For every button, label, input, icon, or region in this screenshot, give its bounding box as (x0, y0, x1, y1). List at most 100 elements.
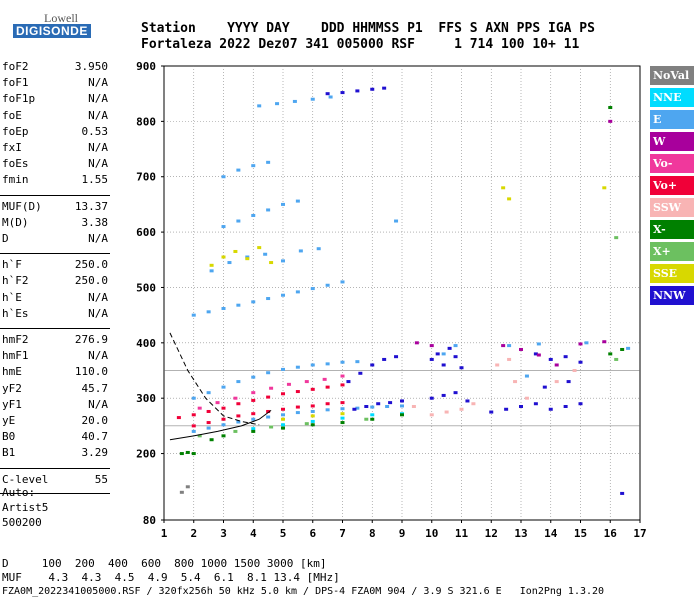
param-separator (0, 328, 110, 329)
param-value: 13.37 (74, 199, 108, 213)
data-point (191, 396, 196, 400)
data-point (310, 419, 315, 423)
x-tick-label: 6 (309, 527, 316, 540)
footer-muf-line: MUF 4.3 4.3 4.5 4.9 5.4 6.1 8.1 13.4 [MH… (2, 571, 340, 584)
data-point (233, 429, 238, 433)
param-value: 250.0 (74, 258, 108, 272)
data-point (620, 491, 625, 495)
data-point (340, 383, 345, 387)
data-point (281, 392, 285, 396)
param-value: 3.29 (81, 446, 109, 460)
param-value: 1.55 (81, 173, 109, 187)
data-point (310, 414, 315, 418)
data-point (352, 407, 357, 411)
data-point (524, 396, 529, 400)
data-point (400, 413, 404, 417)
data-point (355, 89, 360, 93)
data-point (414, 341, 419, 345)
data-point (608, 106, 613, 110)
data-point (340, 412, 345, 416)
x-tick-label: 12 (485, 527, 498, 540)
legend-item-noval: NoVal (650, 66, 694, 85)
data-point (236, 219, 241, 223)
param-row: fmin 1.55 (2, 173, 108, 186)
y-tick-label: 900 (136, 60, 156, 73)
data-point (191, 424, 196, 428)
param-label: foEp (2, 124, 29, 138)
data-point (251, 417, 256, 421)
data-point (251, 427, 256, 431)
param-row: D N/A (2, 232, 108, 245)
data-point (444, 410, 449, 414)
param-value: N/A (88, 306, 108, 320)
data-point (340, 280, 345, 284)
param-value: N/A (88, 349, 108, 363)
data-point (310, 387, 315, 391)
data-point (251, 412, 256, 416)
data-point (519, 405, 523, 408)
param-row: hmE 110.0 (2, 365, 108, 378)
x-tick-label: 2 (190, 527, 197, 540)
data-point (236, 414, 241, 418)
data-point (453, 344, 458, 348)
y-tick-label: 200 (136, 448, 156, 461)
param-label: fmin (2, 173, 29, 187)
series-ssw (411, 357, 577, 417)
footer-distance-line: D 100 200 400 600 800 1000 1500 3000 [km… (2, 557, 327, 570)
data-point (269, 386, 274, 390)
data-point (355, 360, 360, 364)
legend-item-ssw: SSW (650, 198, 694, 217)
x-tick-label: 10 (425, 527, 438, 540)
data-point (221, 417, 226, 421)
data-point (221, 385, 226, 389)
param-value: 40.7 (81, 430, 109, 444)
data-point (281, 293, 285, 297)
data-point (429, 396, 434, 400)
data-point (602, 340, 607, 344)
data-point (310, 423, 315, 427)
data-point (292, 99, 297, 103)
data-point (453, 355, 458, 359)
data-point (620, 347, 625, 351)
param-label: h`Es (2, 306, 29, 320)
data-point (185, 485, 190, 489)
data-point (295, 405, 300, 409)
data-point (266, 395, 271, 399)
param-label: MUF(D) (2, 199, 42, 213)
y-tick-label: 600 (136, 226, 156, 239)
y-tick-label: 500 (136, 281, 156, 294)
data-point (370, 87, 375, 91)
param-label: hmF2 (2, 333, 29, 346)
param-separator (0, 194, 110, 196)
data-point (179, 490, 184, 494)
data-point (221, 225, 226, 229)
data-point (236, 168, 241, 172)
data-point (536, 342, 541, 346)
data-point (507, 197, 512, 201)
data-point (310, 363, 315, 367)
data-point (400, 404, 404, 408)
x-tick-label: 7 (339, 527, 346, 540)
data-point (269, 261, 274, 265)
param-label: yF2 (2, 381, 22, 395)
data-point (554, 380, 559, 384)
footer-file-info: FZA0M_2022341005000.RSF / 320fx256h 50 k… (2, 586, 605, 597)
data-point (266, 371, 271, 375)
legend-item-sse: SSE (650, 264, 694, 283)
data-point (206, 421, 211, 425)
data-point (295, 365, 300, 369)
param-row: h`Es N/A (2, 307, 108, 320)
data-point (191, 413, 196, 417)
x-tick-label: 5 (280, 527, 287, 540)
data-point (236, 402, 241, 406)
data-point (281, 417, 285, 421)
legend-item-e: E (650, 110, 694, 129)
series-nnw (325, 86, 625, 495)
x-tick-label: 17 (633, 527, 646, 540)
data-point (507, 357, 512, 361)
data-point (524, 374, 529, 378)
data-point (275, 102, 280, 106)
data-point (548, 357, 553, 361)
data-point (459, 366, 464, 370)
